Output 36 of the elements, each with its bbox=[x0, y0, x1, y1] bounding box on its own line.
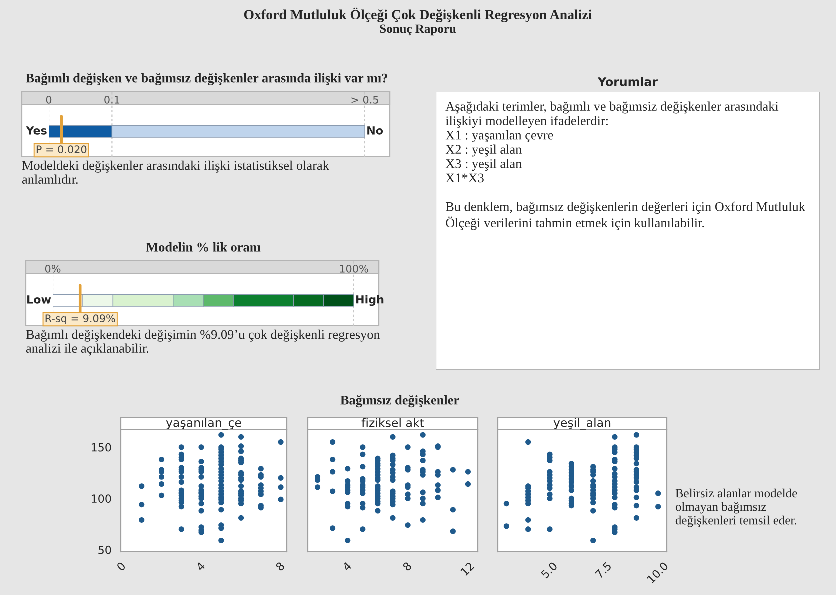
chart-title: yaşanılan_çe bbox=[166, 418, 242, 430]
text: Sonuç Raporu bbox=[380, 24, 456, 36]
x-tick-label: 0 bbox=[46, 96, 52, 104]
text: Belirsiz alanlar modelde olmayan bağımsız değişkenleri temsil eder. bbox=[676, 488, 798, 528]
ref-line-label: R-sq = 9.09% bbox=[46, 314, 116, 325]
y-tick-label: 150 bbox=[92, 443, 112, 452]
text: Bağımlı değişkendeki değişimin %9.09’u çok değişkenli regresyon analizi ile açıklanabilir. bbox=[26, 330, 380, 356]
x-tick-label: 5.0 bbox=[540, 562, 558, 579]
chart-title: yeşil_alan bbox=[554, 418, 611, 430]
text: Low bbox=[28, 296, 52, 304]
ref-line-label: P = 0.020 bbox=[36, 146, 87, 154]
text: Oxford Mutluluk Ölçeği Çok Değişkenli Regresyon Analizi bbox=[244, 8, 592, 22]
text: Bu denklem, bağımsız değişkenlerin değerleri için Oxford Mutluluk Ölçeği verilerini tahmin etmek için kullanılabilir. bbox=[446, 202, 806, 230]
x-tick-label: 7.5 bbox=[595, 562, 612, 579]
text: No bbox=[368, 126, 384, 135]
x-tick-label: > 0.5 bbox=[352, 96, 378, 104]
y-tick-label: 100 bbox=[92, 494, 112, 504]
y-tick-label: 50 bbox=[98, 546, 112, 554]
text: Yes bbox=[26, 126, 47, 135]
chart-title: Modelin % lik oranı bbox=[146, 242, 261, 252]
text: Bağımsız değişkenler bbox=[340, 395, 460, 408]
x-tick-label: 0 bbox=[116, 562, 126, 572]
x-tick-label: 0.1 bbox=[104, 96, 120, 104]
x-tick-label: 4 bbox=[196, 562, 206, 572]
chart-title: fiziksel akt bbox=[362, 418, 424, 428]
text: Modeldeki değişkenler arasındaki ilişki istatistiksel olarak anlamlıdır. bbox=[22, 160, 330, 184]
x-tick-label: 0% bbox=[45, 264, 61, 273]
x-tick-label: 4 bbox=[342, 562, 352, 572]
x-tick-label: 12 bbox=[460, 562, 475, 576]
text: High bbox=[356, 295, 384, 306]
chart-title: Bağımlı değişken ve bağımsız değişkenler arasında ilişki var mı? bbox=[26, 73, 388, 86]
x-tick-label: 8 bbox=[275, 562, 286, 572]
x-tick-label: 8 bbox=[402, 562, 412, 572]
text: Aşağıdaki terimler, bağımlı ve bağımsiz değişkenler arasındaki ilişkiyi modelleyen ifadelerdir: X1 : yaşanılan çevre X2 : yeşil alan X3 : yeşil alan X1*X3 bbox=[446, 102, 779, 183]
x-tick-label: 100% bbox=[340, 264, 368, 273]
text: Yorumlar bbox=[598, 77, 658, 86]
